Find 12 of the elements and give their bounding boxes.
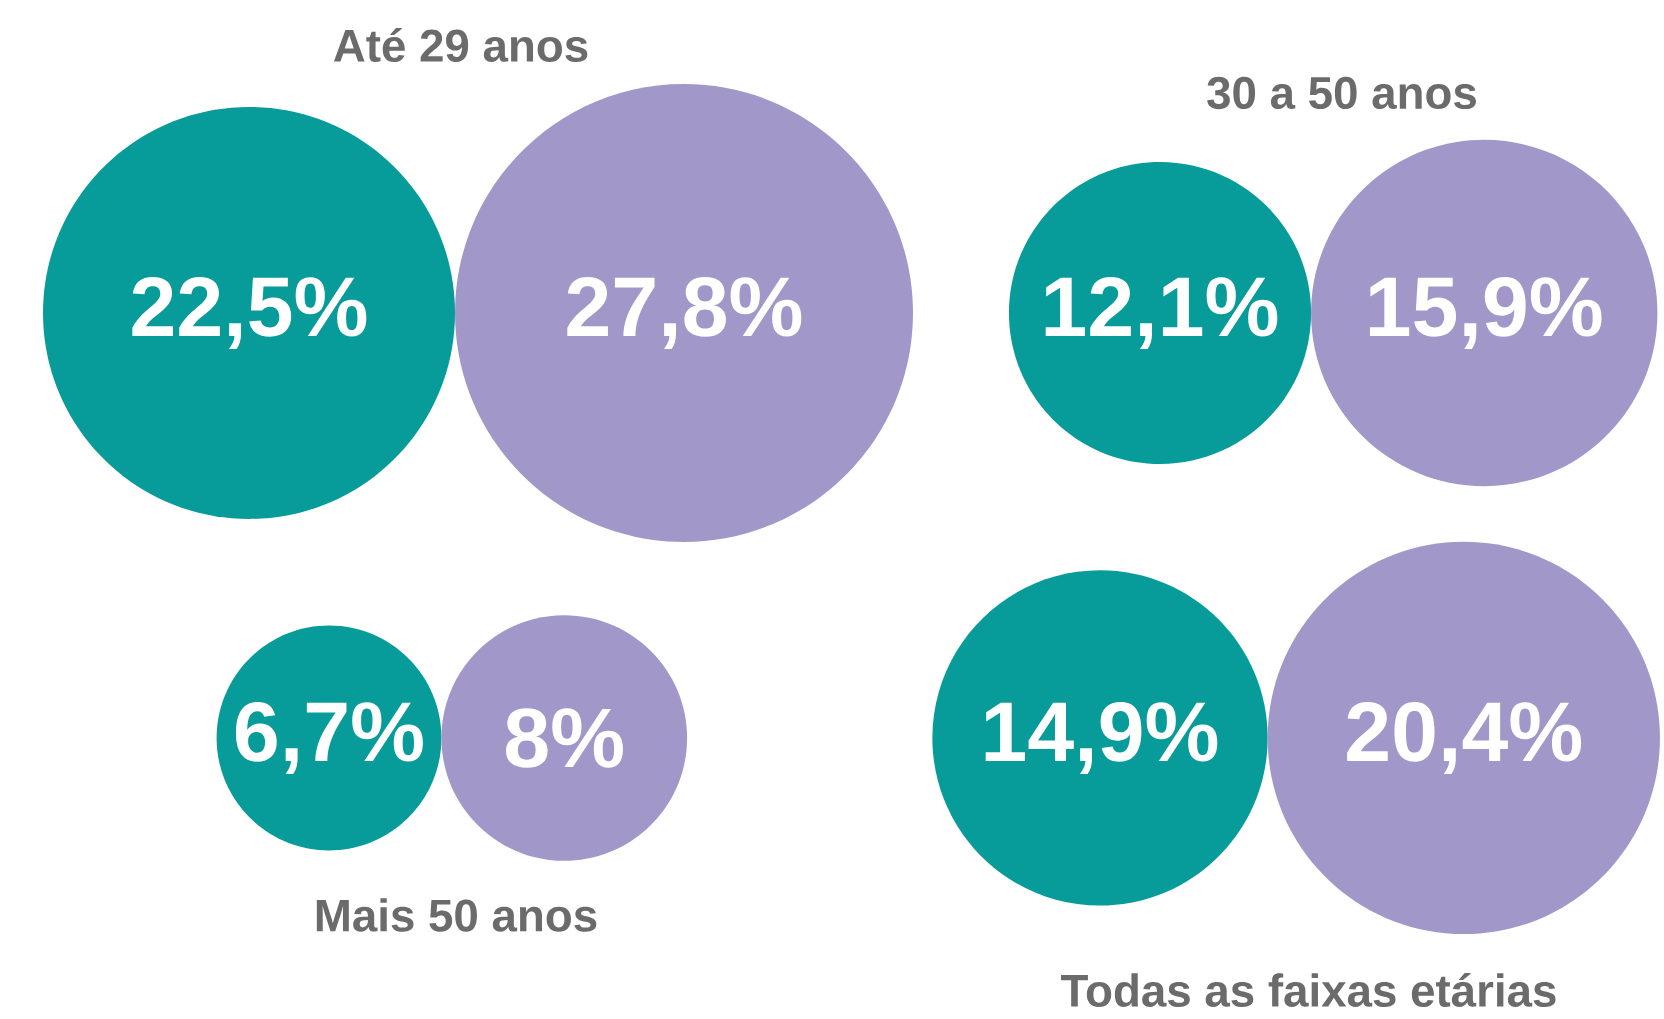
data-label: 15,9%	[1369, 277, 1602, 350]
data-label: 8%	[506, 708, 623, 768]
category-label: Todas as faixas etárias	[1061, 973, 1556, 1008]
data-label: 20,4%	[1347, 702, 1582, 775]
data-label: 22,5%	[132, 277, 367, 350]
data-label: 12,1%	[1045, 277, 1278, 350]
data-label: 6,7%	[235, 702, 423, 775]
category-label: Até 29 anos	[333, 28, 588, 63]
data-label: 14,9%	[985, 702, 1218, 775]
category-label: Mais 50 anos	[316, 898, 597, 932]
data-label: 27,8%	[567, 277, 802, 350]
category-label: 30 a 50 anos	[1207, 76, 1476, 110]
